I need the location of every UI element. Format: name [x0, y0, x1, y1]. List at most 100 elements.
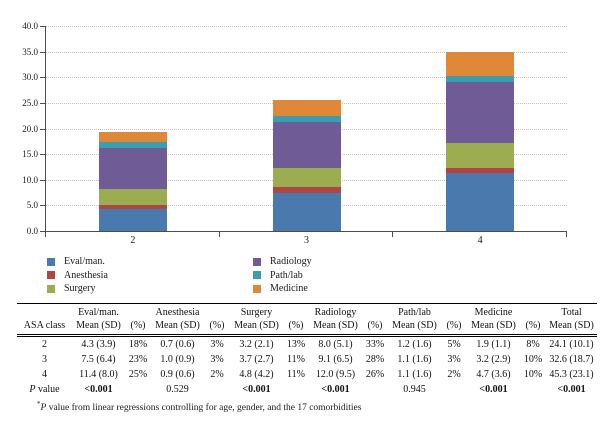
legend-item-medicine: Medicine: [253, 282, 308, 295]
bar-segment-anesthesia: [446, 167, 515, 173]
table-cell: 2%: [447, 369, 461, 380]
empty-header: [283, 303, 309, 319]
y-tick-label: 0.0: [26, 226, 38, 236]
legend-item-radiology: Radiology: [253, 255, 312, 268]
table-row-asa-2: 2 4.3 (3.9) 18% 0.7 (0.6) 3% 3.2 (2.1) 13% 8.0 …: [17, 336, 597, 353]
sub-header: Mean (SD): [546, 319, 597, 337]
table-cell: 45.3 (23.1): [549, 369, 594, 380]
bar-segment-path-lab: [98, 141, 167, 148]
x-axis-tick: [392, 232, 394, 237]
p-value-cell: 0.529: [166, 384, 189, 395]
row-label-p-value: P value: [29, 384, 60, 395]
bar-segment-medicine: [446, 52, 515, 77]
sub-header: (%): [204, 319, 230, 337]
table-cell: 9.1 (6.5): [318, 354, 353, 365]
legend-swatch-eval-man: [47, 257, 55, 266]
group-header-surgery: Surgery: [230, 303, 283, 319]
bar-segment-surgery: [446, 143, 515, 168]
legend-item-path-lab: Path/lab: [253, 269, 303, 282]
empty-header: [17, 303, 72, 319]
legend-swatch-surgery: [47, 284, 55, 293]
p-value-cell: <0.001: [84, 384, 113, 395]
results-table: Eval/man. Anesthesia Surgery Radiology Path/…: [17, 303, 597, 397]
p-value-cell: [441, 382, 467, 397]
y-axis-tick: [40, 26, 45, 27]
legend-label: Surgery: [64, 283, 96, 294]
bar-segment-eval-man: [98, 208, 167, 231]
empty-header: [362, 303, 388, 319]
table-cell: 3.7 (2.7): [239, 354, 274, 365]
bar-segment-eval-man: [272, 192, 341, 231]
bar-segment-surgery: [98, 189, 167, 206]
gridline: [46, 77, 567, 79]
table-cell: 2%: [210, 369, 224, 380]
p-value-cell: [125, 382, 151, 397]
p-value-cell: [362, 382, 388, 397]
table-cell: 10%: [523, 369, 543, 380]
table-header-row-groups: Eval/man. Anesthesia Surgery Radiology Path/…: [17, 303, 597, 319]
group-header-radiology: Radiology: [309, 303, 362, 319]
bar-segment-radiology: [98, 148, 167, 189]
y-axis-tick: [40, 154, 45, 156]
empty-header: [520, 303, 546, 319]
table-cell: 0.7 (0.6): [160, 339, 195, 350]
table-cell: 0.9 (0.6): [160, 369, 195, 380]
bar-segment-medicine: [98, 132, 167, 142]
p-value-cell: <0.001: [557, 384, 586, 395]
x-axis-tick: [566, 232, 567, 237]
bar-segment-surgery: [272, 168, 341, 188]
legend-label: Path/lab: [270, 269, 303, 281]
empty-header: [125, 303, 151, 319]
table-cell: 3.2 (2.9): [476, 354, 511, 365]
bar-segment-medicine: [272, 99, 341, 117]
p-value-cell: <0.001: [479, 384, 508, 395]
p-value-cell: [283, 382, 309, 397]
table-cell: 7.5 (6.4): [81, 354, 116, 365]
table-cell: 8.0 (5.1): [318, 339, 353, 350]
results-table-wrap: Eval/man. Anesthesia Surgery Radiology Path/…: [17, 303, 597, 397]
legend-item-anesthesia: Anesthesia: [47, 269, 108, 282]
footnote: *P value from linear regressions control…: [37, 400, 362, 414]
sub-header: Mean (SD): [230, 319, 283, 337]
sub-header: (%): [125, 319, 151, 337]
legend-item-surgery: Surgery: [47, 282, 95, 295]
y-tick-label: 30.0: [22, 72, 38, 83]
x-category-label: 3: [304, 235, 309, 246]
table-cell: 11%: [287, 369, 305, 380]
bar-segment-anesthesia: [98, 205, 167, 209]
sub-header: (%): [283, 319, 309, 337]
p-value-cell: <0.001: [321, 384, 350, 395]
y-axis-tick: [40, 51, 45, 53]
y-tick-label: 25.0: [22, 97, 38, 108]
sub-header: (%): [362, 319, 388, 337]
table-cell: 23%: [128, 354, 148, 365]
y-tick-label: 10.0: [22, 174, 38, 185]
table-cell: 18%: [128, 339, 148, 350]
y-tick-label: 5.0: [26, 200, 38, 211]
sub-header: Mean (SD): [72, 319, 125, 337]
table-cell: 8%: [526, 339, 540, 350]
plot-area: 40.0 35.0 30.0 25.0 20.0 15.0 10.0 5.0 0.0 2 3 4: [22, 21, 567, 246]
table-cell: 1.1 (1.6): [397, 369, 432, 380]
row-label: 2: [42, 339, 47, 350]
table-cell: 33%: [365, 339, 385, 350]
row-label: 3: [42, 354, 47, 365]
legend: Eval/man. Anesthesia Surgery Radiology Path/…: [0, 255, 600, 297]
p-value-cell: 0.945: [403, 384, 426, 395]
table-cell: 1.2 (1.6): [397, 339, 432, 350]
table-cell: 3%: [210, 339, 224, 350]
table-cell: 11.4 (8.0): [79, 369, 118, 380]
gridline: [46, 26, 567, 27]
legend-label: Medicine: [270, 283, 308, 294]
y-tick-label: 15.0: [22, 149, 38, 160]
table-cell: 12.0 (9.5): [315, 369, 356, 380]
table-cell: 4.7 (3.6): [476, 369, 511, 380]
table-cell: 3%: [447, 354, 461, 365]
table-cell: 4.8 (4.2): [239, 369, 274, 380]
legend-swatch-medicine: [253, 284, 261, 293]
y-tick-label: 20.0: [22, 123, 38, 134]
table-cell: 25%: [128, 369, 148, 380]
y-axis-tick: [40, 179, 45, 181]
table-cell: 3%: [210, 354, 224, 365]
